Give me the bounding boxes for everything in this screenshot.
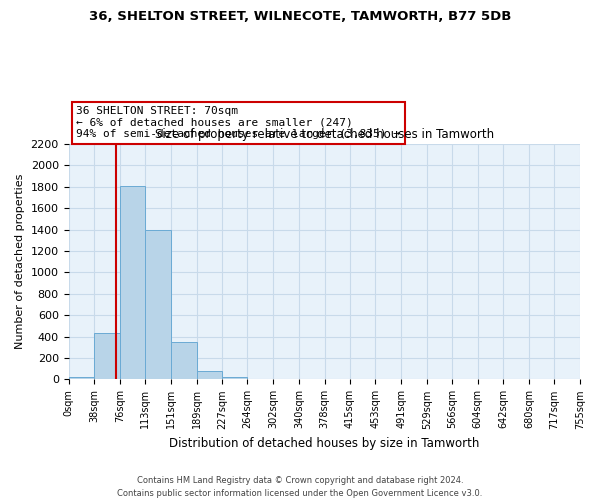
Bar xyxy=(197,372,223,380)
Title: Size of property relative to detached houses in Tamworth: Size of property relative to detached ho… xyxy=(155,128,494,141)
Bar xyxy=(94,334,120,380)
Bar xyxy=(120,186,145,380)
Bar xyxy=(145,230,171,380)
Bar xyxy=(247,379,273,380)
Bar xyxy=(171,342,197,380)
Bar xyxy=(223,377,247,380)
Text: Contains HM Land Registry data © Crown copyright and database right 2024.
Contai: Contains HM Land Registry data © Crown c… xyxy=(118,476,482,498)
Text: 36, SHELTON STREET, WILNECOTE, TAMWORTH, B77 5DB: 36, SHELTON STREET, WILNECOTE, TAMWORTH,… xyxy=(89,10,511,23)
Text: 36 SHELTON STREET: 70sqm
← 6% of detached houses are smaller (247)
94% of semi-d: 36 SHELTON STREET: 70sqm ← 6% of detache… xyxy=(76,106,400,139)
Bar xyxy=(68,378,94,380)
Y-axis label: Number of detached properties: Number of detached properties xyxy=(15,174,25,350)
X-axis label: Distribution of detached houses by size in Tamworth: Distribution of detached houses by size … xyxy=(169,437,479,450)
